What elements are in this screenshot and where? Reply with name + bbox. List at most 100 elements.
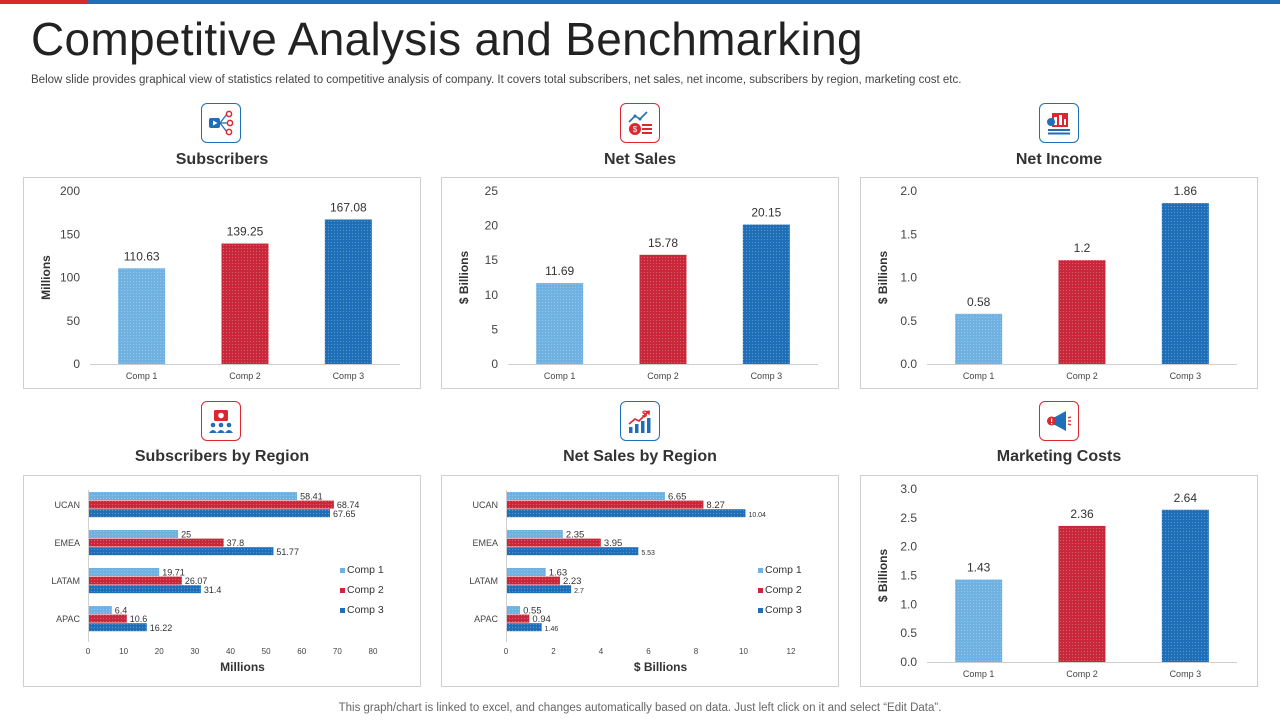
bar <box>89 623 147 632</box>
y-category-label: EMEA <box>54 538 80 548</box>
data-label: 0.58 <box>967 295 991 309</box>
bar <box>507 614 530 623</box>
x-tick-label: Comp 1 <box>126 371 158 381</box>
data-label: 68.74 <box>337 500 360 510</box>
bar <box>1058 525 1106 662</box>
chart-panel-net-sales-by-region: 0 2 4 6 8 10 12 $ Billions UCAN 6.65 8.27 10.04 EMEA… <box>441 475 839 687</box>
bar <box>536 283 584 364</box>
data-label: 51.77 <box>276 547 299 557</box>
y-tick-label: 0.0 <box>900 655 917 669</box>
legend-marker <box>340 608 345 613</box>
users-presentation-icon <box>201 401 241 441</box>
net-sales-chart: 0 5 10 15 20 25 $ Billions 11.69 Comp 1 15.78 Comp… <box>457 184 818 381</box>
x-tick-label: 8 <box>694 647 699 656</box>
data-label: 67.65 <box>333 509 356 519</box>
y-tick-label: 0.0 <box>900 357 917 371</box>
y-category-label: EMEA <box>472 538 498 548</box>
y-tick-label: 200 <box>60 184 80 198</box>
data-label: 37.8 <box>227 538 245 548</box>
legend-label: Comp 2 <box>347 584 384 596</box>
legend-marker <box>758 588 763 593</box>
bar <box>89 538 224 547</box>
y-tick-label: 2.5 <box>900 511 917 525</box>
data-label: 58.41 <box>300 492 323 502</box>
chart-panel-marketing-costs: 0.0 0.5 1.0 1.5 2.0 2.5 3.0 $ Billions 1.43 Comp … <box>860 475 1258 687</box>
y-tick-label: 50 <box>67 314 81 328</box>
x-tick-label: Comp 2 <box>647 371 679 381</box>
x-tick-label: Comp 3 <box>333 371 365 381</box>
data-label: 11.69 <box>545 264 574 278</box>
data-label: 31.4 <box>204 585 222 595</box>
bar <box>89 576 182 585</box>
bar <box>507 623 542 632</box>
svg-text:$: $ <box>633 125 638 134</box>
x-tick-label: 60 <box>297 647 306 656</box>
y-tick-label: 0.5 <box>900 626 917 640</box>
y-tick-label: 1.5 <box>900 227 917 241</box>
data-label: 1.43 <box>967 561 991 575</box>
data-label: 0.55 <box>523 606 542 617</box>
x-tick-label: 40 <box>226 647 235 656</box>
y-tick-label: 0 <box>491 357 498 371</box>
x-tick-label: 30 <box>190 647 199 656</box>
bar <box>742 224 790 364</box>
data-label: 16.22 <box>150 623 173 633</box>
y-category-label: UCAN <box>54 500 80 510</box>
y-category-label: APAC <box>56 614 80 624</box>
chart-title-subscribers: Subscribers <box>175 151 269 168</box>
chart-title-net-sales: Net Sales <box>603 151 677 168</box>
megaphone-icon <box>1039 401 1079 441</box>
data-label: 6.65 <box>668 492 687 503</box>
legend-label: Comp 3 <box>347 604 384 616</box>
data-label: 0.94 <box>532 614 551 625</box>
y-tick-label: 0.5 <box>900 314 917 328</box>
legend-marker <box>340 568 345 573</box>
legend-label: Comp 2 <box>765 584 802 596</box>
data-label: 15.78 <box>648 236 678 250</box>
data-label: 1.2 <box>1074 241 1091 255</box>
bar <box>324 219 372 364</box>
chart-panel-subscribers: 0 50 100 150 200 Millions 110.63 Comp 1 139.25 Co… <box>23 177 421 389</box>
data-label: 2.36 <box>1070 507 1094 521</box>
bar <box>507 585 572 594</box>
data-label: 10.04 <box>748 512 766 519</box>
bar <box>955 579 1003 662</box>
x-tick-label: Comp 2 <box>229 371 261 381</box>
x-tick-label: Comp 2 <box>1066 371 1098 381</box>
bar <box>89 500 334 509</box>
data-label: 26.07 <box>185 576 208 586</box>
chart-title-net-income: Net Income <box>1015 151 1103 168</box>
x-tick-label: 6 <box>646 647 651 656</box>
data-label: 6.4 <box>115 606 128 616</box>
y-tick-label: 25 <box>485 184 499 198</box>
top-accent-bar-red <box>0 0 88 4</box>
x-tick-label: 20 <box>155 647 164 656</box>
legend-marker <box>758 608 763 613</box>
x-tick-label: Comp 1 <box>963 669 995 679</box>
video-network-icon <box>201 103 241 143</box>
top-accent-bar-blue <box>88 0 1280 4</box>
y-tick-label: 1.5 <box>900 569 917 583</box>
y-tick-label: 15 <box>485 253 499 267</box>
data-label: 5.53 <box>641 550 655 557</box>
data-label: 20.15 <box>751 206 781 220</box>
data-label: 10.6 <box>130 614 148 624</box>
bar <box>89 509 331 518</box>
chart-title-subscribers-by-region: Subscribers by Region <box>134 448 310 465</box>
x-tick-label: 70 <box>333 647 342 656</box>
growth-chart-icon: $ <box>620 401 660 441</box>
bar <box>507 509 746 518</box>
bar <box>89 585 201 594</box>
bar <box>507 492 665 500</box>
bar <box>1161 203 1209 364</box>
bar <box>507 538 601 547</box>
data-label: 2.35 <box>566 530 585 541</box>
data-label: 2.64 <box>1174 491 1198 505</box>
x-axis-label: Millions <box>220 660 265 674</box>
y-tick-label: 2.0 <box>900 540 917 554</box>
y-tick-label: 20 <box>485 219 499 233</box>
data-label: 3.95 <box>604 538 623 549</box>
bar <box>639 254 687 364</box>
bar <box>507 547 639 556</box>
footer-note: This graph/chart is linked to excel, and… <box>338 702 942 714</box>
